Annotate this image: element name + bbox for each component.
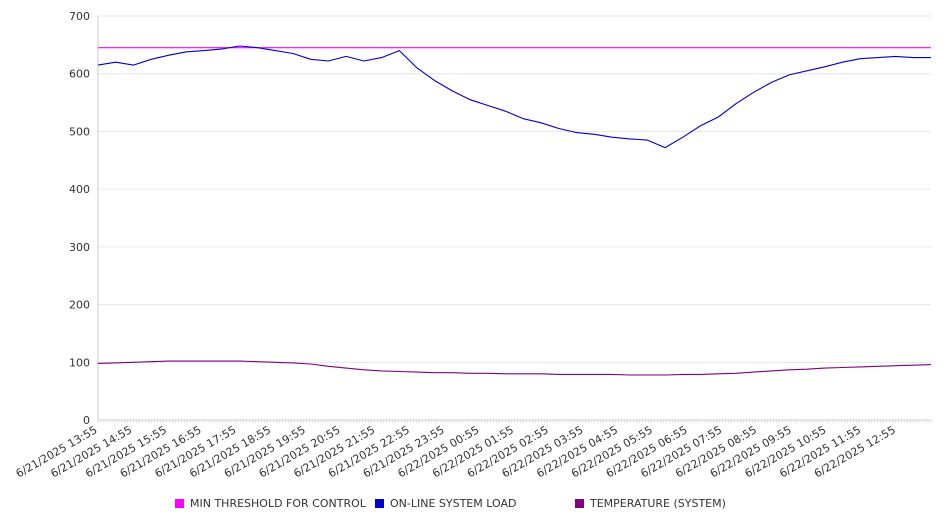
series-line-1 <box>97 45 931 149</box>
y-tick-label: 700 <box>69 10 90 23</box>
y-tick-label: 0 <box>83 414 90 427</box>
x-axis-ticks: 6/21/2025 13:556/21/2025 14:556/21/2025 … <box>14 423 898 480</box>
legend: MIN THRESHOLD FOR CONTROL ON-LINE SYSTEM… <box>0 497 946 515</box>
y-tick-label: 300 <box>69 241 90 254</box>
legend-label-temperature: TEMPERATURE (SYSTEM) <box>590 497 726 510</box>
y-tick-label: 200 <box>69 299 90 312</box>
y-tick-label: 600 <box>69 68 90 81</box>
series-line-2 <box>97 360 932 376</box>
legend-swatch-online-system-load <box>375 499 384 508</box>
legend-swatch-min-threshold <box>175 499 184 508</box>
grid-lines <box>98 15 931 363</box>
legend-item-min-threshold[interactable]: MIN THRESHOLD FOR CONTROL <box>175 497 366 510</box>
y-tick-label: 100 <box>69 356 90 369</box>
series-lines <box>97 45 932 376</box>
y-axis-ticks: 0 100 200 300 400 500 600 700 <box>69 10 90 427</box>
legend-item-temperature[interactable]: TEMPERATURE (SYSTEM) <box>575 497 726 510</box>
legend-swatch-temperature <box>575 499 584 508</box>
y-tick-label: 400 <box>69 183 90 196</box>
legend-item-online-system-load[interactable]: ON-LINE SYSTEM LOAD <box>375 497 516 510</box>
axes <box>97 16 932 423</box>
legend-label-min-threshold: MIN THRESHOLD FOR CONTROL <box>190 497 366 510</box>
y-tick-label: 500 <box>69 125 90 138</box>
legend-label-online-system-load: ON-LINE SYSTEM LOAD <box>390 497 517 510</box>
